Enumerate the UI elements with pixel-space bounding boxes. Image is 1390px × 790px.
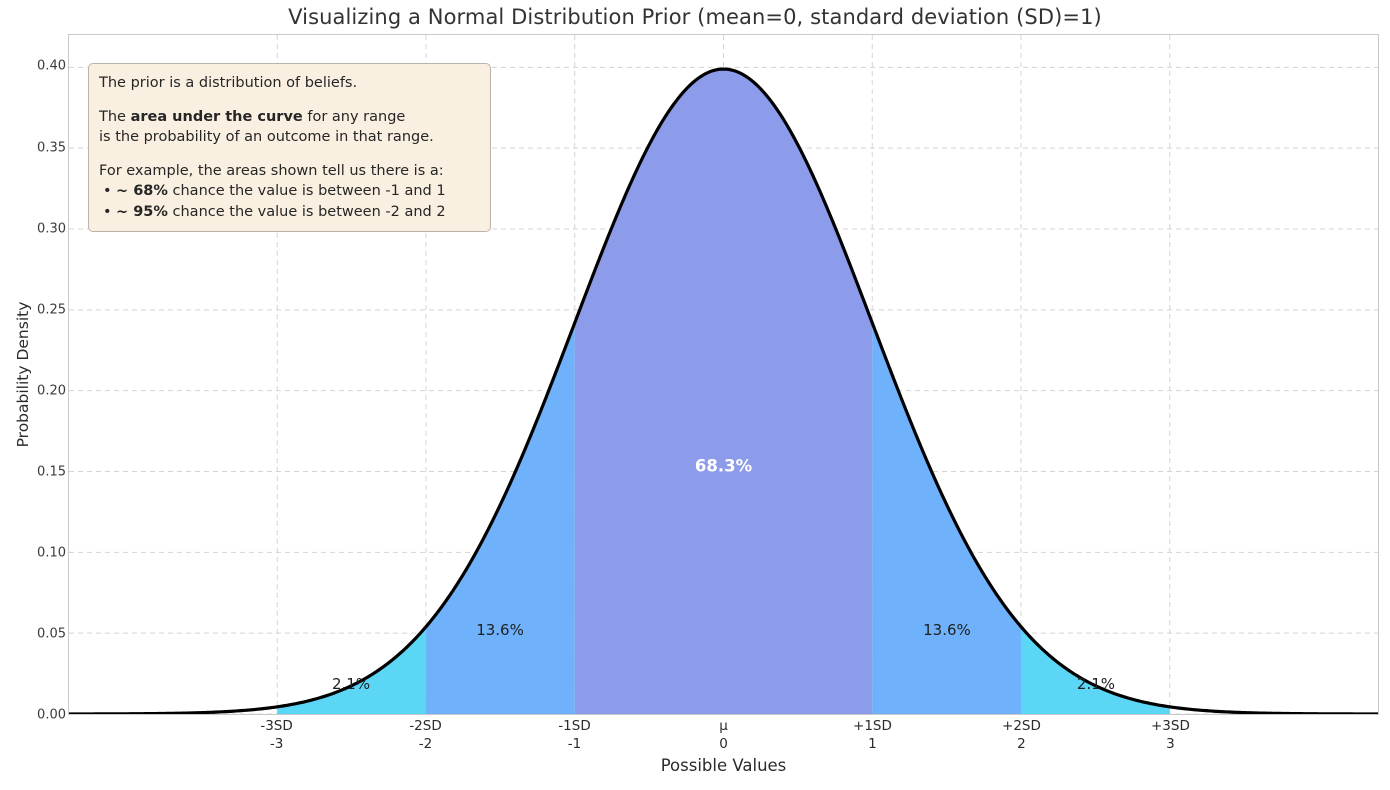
x-tick-label: +2SD 2 xyxy=(961,718,1081,754)
x-tick-sd-label: μ xyxy=(719,718,728,734)
annotation-spacer-1 xyxy=(99,94,479,107)
y-axis-label: Probability Density xyxy=(14,301,32,448)
annotation-spacer-2 xyxy=(99,148,479,161)
x-tick-sd-label: +3SD xyxy=(1150,718,1190,734)
x-tick-label: +1SD 1 xyxy=(812,718,932,754)
x-tick-sd-label: -2SD xyxy=(409,718,442,734)
annotation-line-2-pre: The xyxy=(99,108,131,125)
x-tick-value-label: 2 xyxy=(1017,735,1026,752)
annotation-line-2: The area under the curve for any range xyxy=(99,107,479,128)
annotation-bullet-list: • ~ 68% chance the value is between -1 an… xyxy=(99,181,479,222)
x-tick-label: -1SD -1 xyxy=(515,718,635,754)
x-tick-value-label: 0 xyxy=(719,735,728,752)
area-percentage-center: 68.3% xyxy=(694,456,753,476)
band-right-outer xyxy=(1020,626,1170,714)
annotation-bullet-bold: ~ 68% xyxy=(116,183,168,200)
chart-title: Visualizing a Normal Distribution Prior … xyxy=(288,5,1102,29)
x-tick-value-label: -1 xyxy=(567,735,582,752)
bullet-glyph-icon: • xyxy=(103,183,112,200)
annotation-line-2-bold: area under the curve xyxy=(130,108,303,125)
annotation-line-1: The prior is a distribution of beliefs. xyxy=(99,75,358,91)
annotation-line-4: For example, the areas shown tell us the… xyxy=(99,162,444,179)
annotation-bullet: • ~ 95% chance the value is between -2 an… xyxy=(99,202,479,223)
annotation-line-2-post: for any range xyxy=(302,108,406,125)
x-tick-label: -3SD -3 xyxy=(217,718,337,754)
area-percentage-left-mid: 13.6% xyxy=(476,620,524,639)
area-percentage-right-mid: 13.6% xyxy=(923,620,971,639)
annotation-textbox: The prior is a distribution of beliefs. … xyxy=(88,63,491,233)
band-center xyxy=(574,69,873,714)
area-percentage-right-outer: 2.1% xyxy=(1076,675,1115,694)
x-tick-value-label: -2 xyxy=(418,735,433,752)
x-tick-sd-label: +1SD xyxy=(853,718,892,734)
area-percentage-left-outer: 2.1% xyxy=(331,675,371,694)
plot-area xyxy=(68,34,1379,715)
annotation-bullet: • ~ 68% chance the value is between -1 an… xyxy=(99,181,479,202)
annotation-bullet-bold: ~ 95% xyxy=(116,203,168,220)
x-tick-value-label: 1 xyxy=(868,735,877,752)
annotation-line-3: is the probability of an outcome in that… xyxy=(99,129,434,146)
x-axis-label: Possible Values xyxy=(660,756,787,775)
x-tick-value-label: -3 xyxy=(269,735,284,752)
x-tick-sd-label: +2SD xyxy=(1002,718,1041,734)
x-tick-sd-label: -1SD xyxy=(558,718,591,734)
x-tick-label: -2SD -2 xyxy=(366,718,486,754)
x-tick-sd-label: -3SD xyxy=(260,718,293,734)
x-tick-value-label: 3 xyxy=(1166,735,1175,752)
normal-curve xyxy=(69,69,1378,714)
band-left-outer xyxy=(277,626,427,714)
x-tick-label: +3SD 3 xyxy=(1110,718,1230,754)
annotation-bullet-text: chance the value is between -2 and 2 xyxy=(167,203,446,220)
bullet-glyph-icon: • xyxy=(103,203,112,220)
annotation-bullet-text: chance the value is between -1 and 1 xyxy=(167,183,446,200)
distribution-plot-svg xyxy=(69,35,1378,714)
